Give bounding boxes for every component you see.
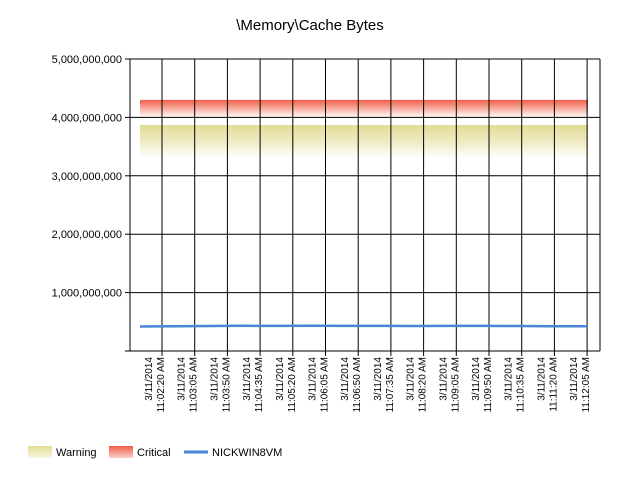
x-tick-label: 3/11/2014 11:09:50 AM	[471, 357, 494, 413]
x-tick-label-time: 11:05:20 AM	[287, 357, 298, 412]
x-tick-label-time: 11:06:05 AM	[320, 357, 331, 412]
x-tick-label: 3/11/2014 11:07:35 AM	[373, 357, 396, 413]
x-tick-label-date: 3/11/2014	[504, 357, 515, 401]
x-tick-label: 3/11/2014 11:10:35 AM	[504, 357, 527, 413]
x-tick-label-time: 11:11:20 AM	[548, 357, 559, 412]
x-tick-label-time: 11:12:05 AM	[581, 357, 592, 412]
x-tick-label: 3/11/2014 11:03:50 AM	[209, 357, 232, 413]
series-lines	[139, 324, 588, 328]
legend-item-warning: Warning	[28, 446, 97, 459]
legend-item-nickwin8vm: NICKWIN8VM	[184, 447, 282, 459]
x-tick-label-time: 11:03:50 AM	[221, 357, 232, 412]
x-tick-label-time: 11:09:05 AM	[450, 357, 461, 412]
y-tick-label: 1,000,000,000	[52, 288, 122, 300]
y-tick-label: 5,000,000,000	[52, 54, 122, 66]
threshold-band-critical	[140, 99, 588, 118]
x-tick-label-time: 11:07:35 AM	[385, 357, 396, 412]
x-tick-labels: 3/11/2014 11:02:20 AM 3/11/2014 11:03:05 AM…	[144, 357, 592, 413]
legend-label: Warning	[56, 447, 97, 459]
x-tick-label-time: 11:10:35 AM	[516, 357, 527, 412]
x-tick-label: 3/11/2014 11:11:20 AM	[536, 357, 559, 412]
legend-label: NICKWIN8VM	[212, 447, 282, 459]
x-tick-label-date: 3/11/2014	[340, 357, 351, 401]
legend-swatch	[109, 446, 133, 458]
x-tick-label-date: 3/11/2014	[209, 357, 220, 401]
x-tick-label: 3/11/2014 11:06:05 AM	[308, 357, 331, 413]
y-tick-labels: 1,000,000,000 2,000,000,000 3,000,000,000 4…	[52, 54, 122, 300]
legend-swatch	[28, 446, 52, 458]
x-tick-label-date: 3/11/2014	[308, 357, 319, 401]
x-tick-label-time: 11:03:05 AM	[189, 357, 200, 412]
x-tick-label-date: 3/11/2014	[144, 357, 155, 401]
x-tick-label-date: 3/11/2014	[536, 357, 547, 401]
x-tick-label-date: 3/11/2014	[275, 357, 286, 401]
legend: Warning Critical NICKWIN8VM	[28, 446, 282, 459]
x-tick-label-time: 11:08:20 AM	[418, 357, 429, 412]
x-tick-label-time: 11:02:20 AM	[156, 357, 167, 412]
x-tick-label: 3/11/2014 11:03:05 AM	[177, 357, 200, 413]
x-tick-label: 3/11/2014 11:09:05 AM	[438, 357, 461, 413]
x-tick-label: 3/11/2014 11:08:20 AM	[406, 357, 429, 413]
x-tick-label-date: 3/11/2014	[242, 357, 253, 401]
x-tick-label-time: 11:09:50 AM	[483, 357, 494, 412]
x-tick-label-time: 11:04:35 AM	[254, 357, 265, 412]
x-tick-label: 3/11/2014 11:05:20 AM	[275, 357, 298, 413]
x-tick-label-date: 3/11/2014	[373, 357, 384, 401]
x-tick-label: 3/11/2014 11:02:20 AM	[144, 357, 167, 413]
threshold-bands	[140, 99, 588, 159]
y-tick-label: 4,000,000,000	[52, 112, 122, 124]
x-tick-label: 3/11/2014 11:06:50 AM	[340, 357, 363, 413]
grid-lines	[130, 58, 600, 351]
axes	[125, 58, 601, 356]
x-tick-label: 3/11/2014 11:04:35 AM	[242, 357, 265, 413]
legend-item-critical: Critical	[109, 446, 171, 459]
series-line-nickwin8vm	[139, 324, 588, 328]
legend-label: Critical	[137, 447, 171, 459]
chart-title: \Memory\Cache Bytes	[236, 17, 384, 34]
x-tick-label-date: 3/11/2014	[406, 357, 417, 401]
x-tick-label-date: 3/11/2014	[177, 357, 188, 401]
x-tick-label-date: 3/11/2014	[471, 357, 482, 401]
threshold-band-warning	[140, 124, 588, 159]
x-tick-label-time: 11:06:50 AM	[352, 357, 363, 412]
x-tick-label-date: 3/11/2014	[569, 357, 580, 401]
y-tick-label: 3,000,000,000	[52, 171, 122, 183]
y-tick-label: 2,000,000,000	[52, 229, 122, 241]
x-tick-label-date: 3/11/2014	[438, 357, 449, 401]
x-tick-label: 3/11/2014 11:12:05 AM	[569, 357, 592, 413]
